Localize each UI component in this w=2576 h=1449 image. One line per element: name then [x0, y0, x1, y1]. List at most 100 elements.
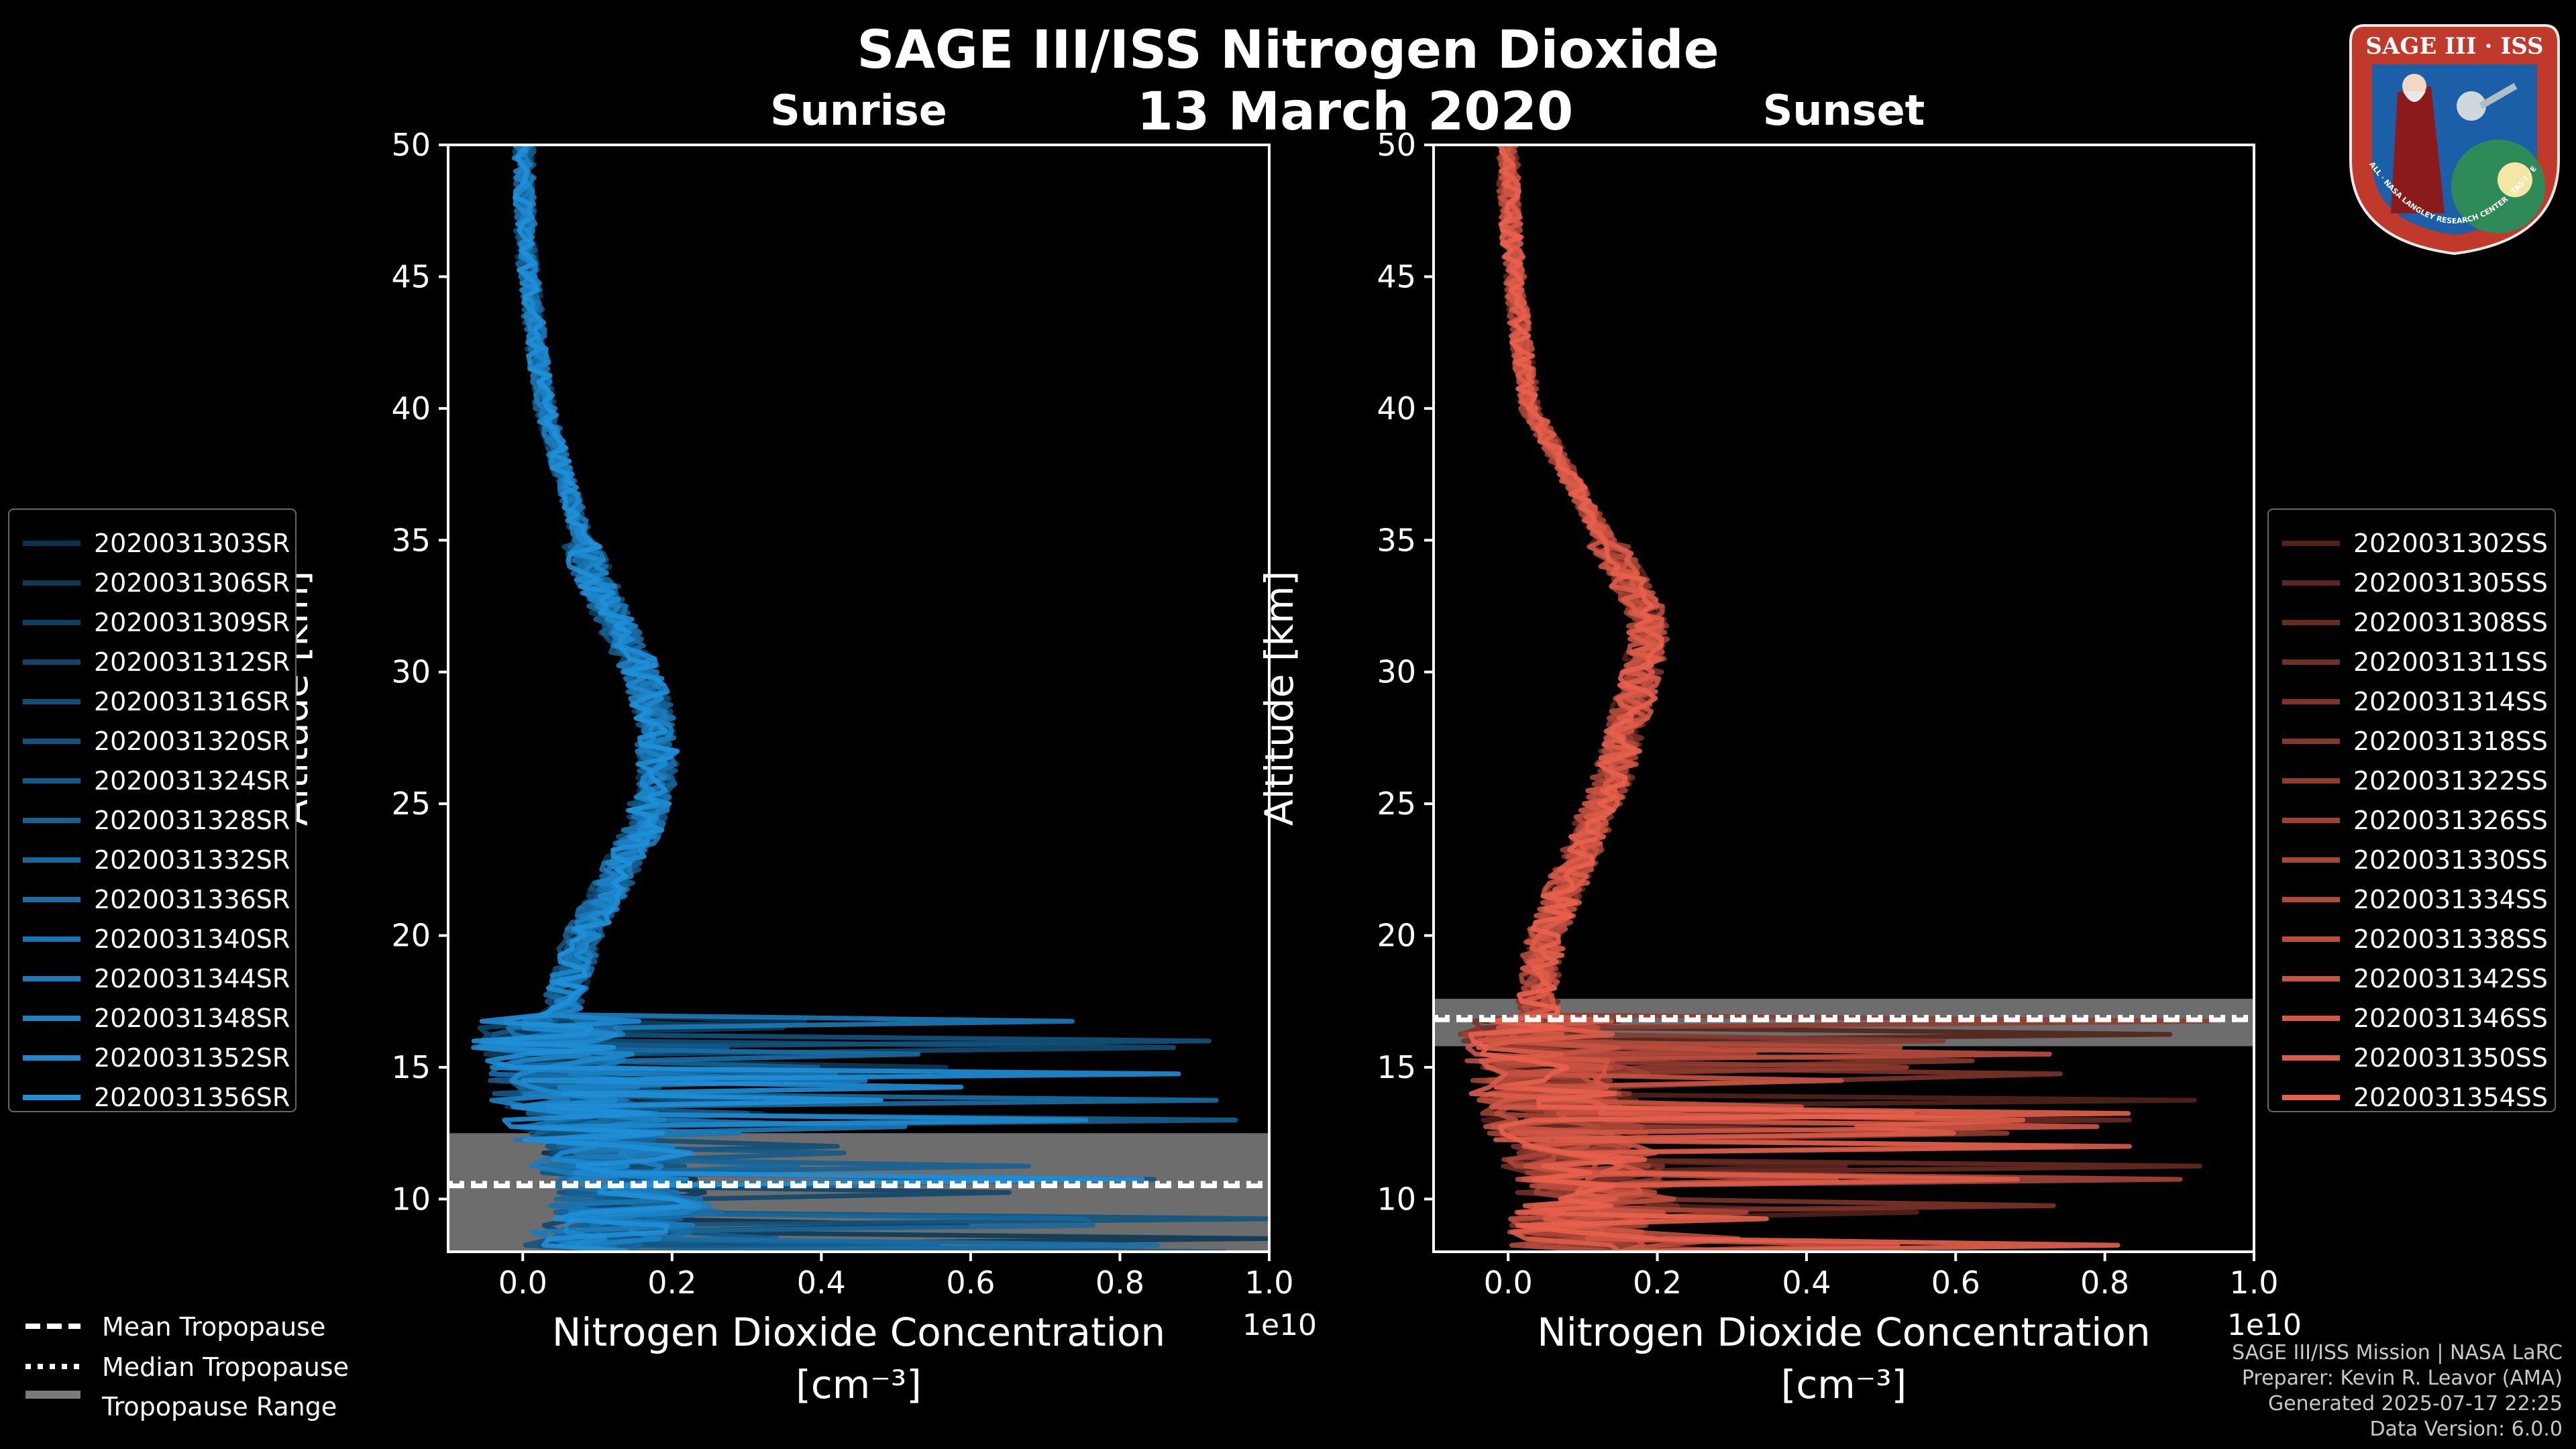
legend-label: 2020031328SR: [94, 806, 290, 835]
panel-title: Sunrise: [770, 86, 947, 135]
footer-line: SAGE III/ISS Mission | NASA LaRC: [2232, 1341, 2563, 1364]
legend-swatch: [23, 541, 80, 546]
footer-line: Data Version: 6.0.0: [2369, 1417, 2563, 1441]
legend-swatch: [23, 1016, 80, 1021]
legend-label: 2020031356SR: [94, 1083, 290, 1112]
legend-label: 2020031305SS: [2353, 568, 2548, 598]
x-axis-unit: [cm⁻³]: [1781, 1362, 1907, 1407]
legend-label: 2020031344SR: [94, 964, 290, 994]
legend-swatch: [2282, 857, 2340, 863]
y-tick-label: 45: [391, 258, 431, 294]
legend-label: 2020031312SR: [94, 647, 290, 677]
legend-swatch: [23, 936, 80, 942]
bottom-legend-label: Median Tropopause: [102, 1352, 349, 1382]
legend-label: 2020031354SS: [2353, 1083, 2548, 1112]
main-date: 13 March 2020: [1136, 82, 1574, 142]
x-tick-label: 1.0: [2229, 1265, 2278, 1301]
footer-line: Preparer: Kevin R. Leavor (AMA): [2241, 1366, 2563, 1390]
y-tick-label: 45: [1377, 258, 1416, 294]
y-tick-label: 35: [1377, 522, 1416, 558]
y-tick-label: 15: [391, 1049, 431, 1085]
panel-title: Sunset: [1763, 86, 1925, 135]
sunset-legend: [2267, 508, 2556, 1112]
y-tick-label: 35: [391, 522, 431, 558]
legend-label: 2020031330SS: [2353, 845, 2548, 875]
legend-label: 2020031302SS: [2353, 529, 2548, 558]
legend-swatch: [23, 620, 80, 625]
y-tick-label: 25: [1377, 786, 1416, 822]
x-tick-label: 0.8: [1095, 1265, 1144, 1301]
profile-line: [1468, 145, 2132, 1252]
legend-swatch: [2282, 580, 2340, 586]
legend-swatch: [23, 818, 80, 823]
legend-label: 2020031340SR: [94, 924, 290, 954]
bottom-legend-label: Tropopause Range: [102, 1392, 337, 1421]
legend-label: 2020031311SS: [2353, 647, 2548, 677]
legend-swatch: [2282, 897, 2340, 902]
legend-label: 2020031303SR: [94, 529, 290, 558]
legend-swatch: [2282, 739, 2340, 744]
legend-swatch: [23, 1055, 80, 1061]
axes-frame: [447, 144, 1271, 1253]
sunset-panel: 10 15 20 25 30 35 40 45 50 0.0 0.2 0.4 0.6 0.8 1.0 1e10…: [1256, 86, 2302, 1407]
legend-swatch: [2282, 659, 2340, 665]
legend-label: 2020031336SR: [94, 885, 290, 914]
x-tick-label: 0.0: [498, 1265, 547, 1301]
y-tick-label: 30: [1377, 654, 1416, 690]
legend-label: 2020031352SR: [94, 1043, 290, 1073]
legend-swatch: [2282, 1055, 2340, 1061]
legend-label: 2020031314SS: [2353, 687, 2548, 716]
y-tick-label: 15: [1377, 1049, 1416, 1085]
legend-swatch: [23, 659, 80, 665]
legend-swatch: [23, 1095, 80, 1100]
y-tick-label: 50: [1377, 127, 1416, 163]
x-tick-label: 0.6: [946, 1265, 995, 1301]
sunrise-panel: 10 15 20 25 30 35 40 45 50 0.0 0.2 0.4 0.6 0.8 1.0 1e10…: [271, 86, 1317, 1407]
legend-label: 2020031342SS: [2353, 964, 2548, 994]
x-axis-label: Nitrogen Dioxide Concentration: [1537, 1309, 2150, 1355]
x-axis-label: Nitrogen Dioxide Concentration: [552, 1309, 1165, 1355]
legend-swatch: [23, 897, 80, 902]
profile-line: [1468, 145, 2131, 1252]
y-tick-label: 40: [1377, 390, 1416, 427]
x-tick-label: 0.8: [2080, 1265, 2129, 1301]
x-tick-label: 0.2: [647, 1265, 696, 1301]
legend-swatch: [2282, 620, 2340, 625]
legend-swatch: [2282, 778, 2340, 784]
legend-label: 2020031332SR: [94, 845, 290, 875]
legend-swatch: [23, 739, 80, 744]
footer-credits: SAGE III/ISS Mission | NASA LaRC Prepare…: [2232, 1340, 2563, 1442]
legend-swatch: [23, 976, 80, 981]
y-axis-label: Altitude [km]: [1256, 571, 1302, 826]
x-tick-label: 0.0: [1484, 1265, 1533, 1301]
x-tick-label: 0.2: [1633, 1265, 1682, 1301]
footer-line: Generated 2025-07-17 22:25: [2267, 1392, 2563, 1415]
y-tick-label: 50: [391, 127, 431, 163]
legend-label: 2020031316SR: [94, 687, 290, 716]
bottom-legend-label: Mean Tropopause: [102, 1312, 326, 1342]
x-tick-label: 0.6: [1931, 1265, 1980, 1301]
legend-swatch: [23, 778, 80, 784]
x-tick-label: 0.4: [797, 1265, 846, 1301]
legend-label: 2020031338SS: [2353, 924, 2548, 954]
x-scale-label: 1e10: [2227, 1308, 2302, 1342]
legend-label: 2020031326SS: [2353, 806, 2548, 835]
axes-frame: [1432, 144, 2255, 1253]
legend-label: 2020031348SR: [94, 1004, 290, 1033]
legend-swatch: [2282, 818, 2340, 823]
legend-label: 2020031324SR: [94, 766, 290, 796]
tropopause-range-swatch: [25, 1391, 80, 1399]
legend-label: 2020031306SR: [94, 568, 290, 598]
profile-line: [471, 145, 1181, 1252]
legend-swatch: [23, 857, 80, 863]
legend-swatch: [23, 699, 80, 704]
legend-swatch: [2282, 699, 2340, 704]
y-tick-label: 20: [391, 918, 431, 954]
legend-swatch: [23, 580, 80, 586]
legend-swatch: [2282, 936, 2340, 942]
y-tick-label: 40: [391, 390, 431, 427]
legend-label: 2020031318SS: [2353, 727, 2548, 756]
y-tick-label: 10: [1377, 1181, 1416, 1217]
badge-title: SAGE III · ISS: [2365, 33, 2543, 60]
